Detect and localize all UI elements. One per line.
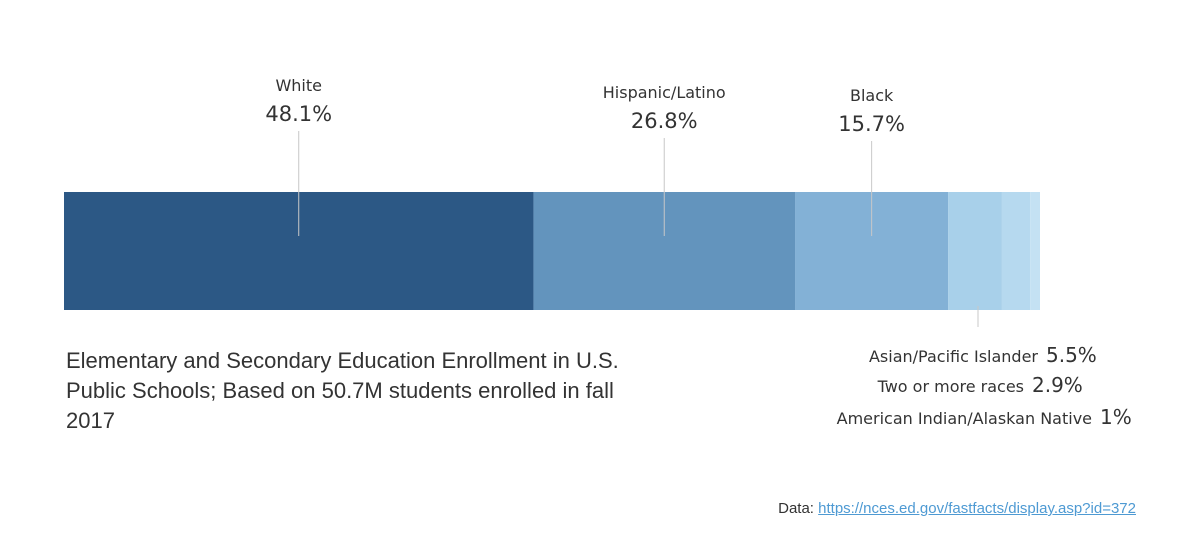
value-label-hispanic-latino: 26.8% bbox=[631, 109, 698, 133]
bar-segment-two-or-more-races bbox=[1001, 192, 1031, 310]
value-label-two-or-more-races: 2.9% bbox=[1032, 373, 1083, 397]
bar-segment-asian-pacific-islander bbox=[948, 192, 1002, 310]
category-label-two-or-more-races: Two or more races bbox=[877, 377, 1024, 396]
data-source-label: Data: bbox=[778, 500, 814, 517]
value-label-black: 15.7% bbox=[838, 112, 905, 136]
value-label-american-indian-alaskan-native: 1% bbox=[1100, 405, 1132, 429]
category-label-hispanic-latino: Hispanic/Latino bbox=[603, 83, 726, 102]
value-label-asian-pacific-islander: 5.5% bbox=[1046, 343, 1097, 367]
category-label-white: White bbox=[275, 76, 322, 95]
category-label-american-indian-alaskan-native: American Indian/Alaskan Native bbox=[837, 409, 1092, 428]
bar-segment-american-indian-alaskan-native bbox=[1030, 192, 1040, 310]
data-source: Data: https://nces.ed.gov/fastfacts/disp… bbox=[778, 500, 1136, 517]
category-label-asian-pacific-islander: Asian/Pacific Islander bbox=[869, 347, 1038, 366]
category-label-black: Black bbox=[850, 86, 894, 105]
value-label-white: 48.1% bbox=[265, 102, 332, 126]
chart-description: Elementary and Secondary Education Enrol… bbox=[66, 348, 619, 433]
data-source-link[interactable]: https://nces.ed.gov/fastfacts/display.as… bbox=[818, 500, 1136, 517]
